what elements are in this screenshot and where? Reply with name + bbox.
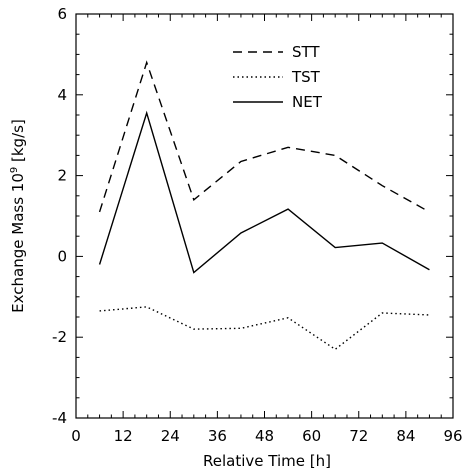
y-tick-label: 6	[57, 5, 67, 23]
series-line-tst	[99, 306, 430, 351]
x-tick-label: 24	[161, 427, 180, 445]
x-tick-label: 36	[208, 427, 227, 445]
plot-frame	[75, 13, 454, 419]
y-tick-label: -4	[52, 409, 67, 427]
y-axis-label-unit: [kg/s]	[9, 119, 27, 167]
y-tick-label: 2	[57, 167, 67, 185]
y-axis-label-main: Exchange Mass 10	[9, 173, 27, 313]
legend-label-tst: TST	[291, 68, 321, 86]
series-line-stt	[98, 60, 430, 213]
legend-label-stt: STT	[292, 43, 320, 61]
y-tick-label: 0	[57, 247, 67, 265]
y-axis-ticks: -4 -2 0 2 4 6	[52, 5, 453, 427]
x-tick-label: 48	[255, 427, 274, 445]
y-axis-label: Exchange Mass 109 [kg/s]	[9, 119, 27, 313]
x-tick-label: 60	[302, 427, 321, 445]
x-tick-label: 84	[396, 427, 415, 445]
series-line-net	[98, 110, 430, 274]
x-axis-ticks: 0 12 24 36 48 60 72 84 96	[71, 14, 463, 445]
x-tick-label: 72	[349, 427, 368, 445]
x-tick-label: 0	[71, 427, 81, 445]
legend-label-net: NET	[292, 93, 323, 111]
x-axis-label: Relative Time [h]	[203, 452, 331, 470]
y-tick-label: 4	[57, 86, 67, 104]
y-tick-label: -2	[52, 328, 67, 346]
series-lines	[98, 60, 430, 351]
x-tick-label: 12	[114, 427, 133, 445]
legend: STT TST NET	[233, 43, 323, 111]
y-axis-label-exponent: 9	[9, 167, 20, 173]
x-tick-label: 96	[443, 427, 462, 445]
